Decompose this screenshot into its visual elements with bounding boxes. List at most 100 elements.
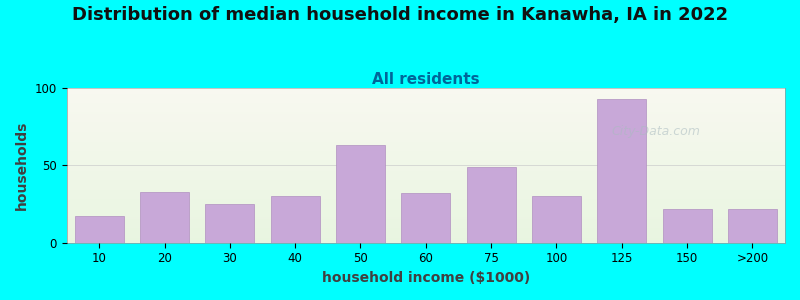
Text: City-Data.com: City-Data.com bbox=[611, 125, 700, 138]
Bar bbox=[66, 226, 785, 227]
Bar bbox=[66, 196, 785, 198]
Bar bbox=[66, 204, 785, 206]
Bar bbox=[66, 90, 785, 91]
Bar bbox=[66, 170, 785, 172]
Bar bbox=[66, 113, 785, 114]
Bar bbox=[66, 128, 785, 130]
Bar bbox=[66, 200, 785, 201]
Bar bbox=[66, 182, 785, 184]
Bar bbox=[66, 167, 785, 169]
Bar bbox=[66, 172, 785, 173]
Bar bbox=[66, 241, 785, 243]
Bar bbox=[66, 152, 785, 153]
Bar bbox=[66, 181, 785, 182]
Bar bbox=[66, 210, 785, 212]
Text: Distribution of median household income in Kanawha, IA in 2022: Distribution of median household income … bbox=[72, 6, 728, 24]
Bar bbox=[66, 124, 785, 125]
Bar bbox=[66, 91, 785, 93]
Bar bbox=[66, 164, 785, 165]
Bar bbox=[66, 165, 785, 167]
Bar bbox=[66, 235, 785, 236]
Bar bbox=[66, 206, 785, 207]
Bar bbox=[74, 216, 124, 243]
Bar bbox=[66, 209, 785, 210]
Bar bbox=[66, 131, 785, 133]
Bar bbox=[66, 136, 785, 138]
Bar bbox=[66, 176, 785, 178]
Bar bbox=[66, 130, 785, 131]
Bar bbox=[66, 118, 785, 119]
Bar bbox=[206, 204, 254, 243]
Bar bbox=[66, 195, 785, 197]
Bar bbox=[66, 184, 785, 185]
Bar bbox=[66, 229, 785, 230]
Bar bbox=[66, 153, 785, 154]
Bar bbox=[66, 127, 785, 128]
Bar bbox=[66, 162, 785, 164]
Bar bbox=[66, 221, 785, 223]
Bar bbox=[66, 133, 785, 134]
Bar bbox=[66, 218, 785, 220]
Bar bbox=[66, 94, 785, 96]
Bar bbox=[66, 190, 785, 192]
Bar bbox=[66, 238, 785, 240]
Bar bbox=[66, 213, 785, 215]
Bar bbox=[66, 192, 785, 193]
Bar bbox=[66, 88, 785, 90]
Bar bbox=[598, 99, 646, 243]
Bar bbox=[66, 154, 785, 156]
Bar bbox=[66, 198, 785, 200]
Bar bbox=[66, 139, 785, 141]
Bar bbox=[66, 146, 785, 147]
Bar bbox=[66, 230, 785, 232]
Bar bbox=[66, 125, 785, 127]
Bar bbox=[66, 215, 785, 216]
Bar bbox=[66, 240, 785, 241]
Bar bbox=[66, 189, 785, 190]
Bar bbox=[66, 100, 785, 102]
Bar bbox=[66, 223, 785, 224]
Bar bbox=[66, 108, 785, 110]
Bar bbox=[66, 110, 785, 111]
Bar bbox=[66, 93, 785, 94]
Bar bbox=[66, 207, 785, 209]
Bar bbox=[66, 156, 785, 158]
Title: All residents: All residents bbox=[372, 72, 479, 87]
Bar bbox=[140, 192, 189, 243]
Y-axis label: households: households bbox=[15, 121, 29, 210]
X-axis label: household income ($1000): household income ($1000) bbox=[322, 271, 530, 285]
Bar bbox=[66, 119, 785, 121]
Bar bbox=[66, 158, 785, 159]
Bar bbox=[662, 209, 711, 243]
Bar bbox=[66, 212, 785, 213]
Bar bbox=[66, 185, 785, 187]
Bar bbox=[66, 232, 785, 233]
Bar bbox=[66, 107, 785, 108]
Bar bbox=[728, 209, 777, 243]
Bar bbox=[66, 236, 785, 238]
Bar bbox=[66, 134, 785, 136]
Bar bbox=[66, 173, 785, 175]
Bar bbox=[66, 142, 785, 144]
Bar bbox=[66, 201, 785, 202]
Bar bbox=[66, 179, 785, 181]
Bar bbox=[66, 161, 785, 162]
Bar bbox=[66, 233, 785, 235]
Bar bbox=[66, 121, 785, 122]
Bar bbox=[270, 196, 320, 243]
Bar bbox=[66, 187, 785, 189]
Bar bbox=[66, 169, 785, 170]
Bar bbox=[66, 220, 785, 221]
Bar bbox=[66, 105, 785, 107]
Bar bbox=[66, 111, 785, 113]
Bar bbox=[66, 144, 785, 146]
Bar bbox=[66, 193, 785, 195]
Bar bbox=[66, 98, 785, 99]
Bar bbox=[336, 146, 385, 243]
Bar bbox=[66, 103, 785, 105]
Bar bbox=[532, 196, 581, 243]
Bar bbox=[66, 96, 785, 98]
Bar bbox=[66, 102, 785, 104]
Bar bbox=[66, 99, 785, 100]
Bar bbox=[66, 178, 785, 179]
